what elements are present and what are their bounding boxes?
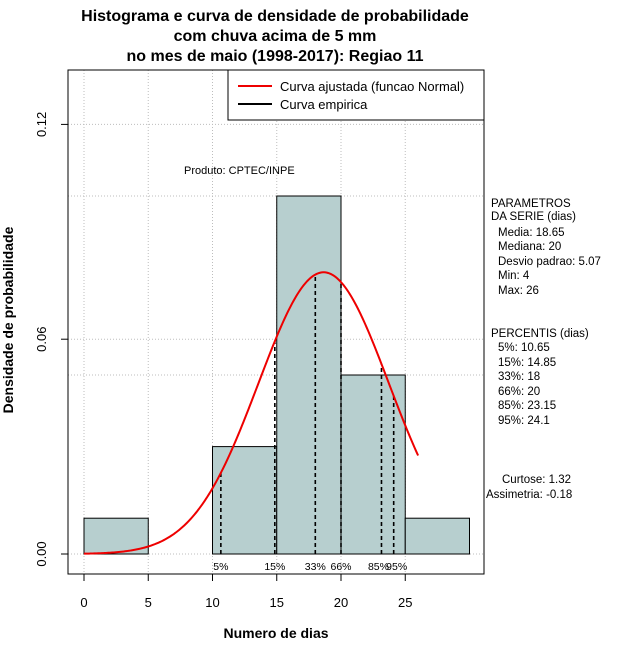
x-tick-label: 20 xyxy=(334,595,348,610)
histogram-bar xyxy=(83,517,149,555)
product-annotation: Produto: CPTEC/INPE xyxy=(184,165,295,177)
parameter-std-dev: Desvio padrao: 5.07 xyxy=(498,256,601,268)
skewness-label: Assimetria: -0.18 xyxy=(486,489,572,501)
x-tick-label: 5 xyxy=(145,595,152,610)
axes-layer: 0 5 10 15 20 25 0.00 0.06 0.12 xyxy=(34,112,412,610)
bars-layer xyxy=(83,195,470,555)
percentile-line-label: 33% xyxy=(305,561,326,573)
title-line-2: com chuva acima de 5 mm xyxy=(174,28,377,45)
parameter-max: Max: 26 xyxy=(498,285,539,297)
x-tick-label: 15 xyxy=(270,595,284,610)
percentile-line-label: 66% xyxy=(330,561,351,573)
y-tick-label: 0.00 xyxy=(34,541,49,566)
percentile-lines-layer: 5% 15% 33% 66% 85%95% xyxy=(213,274,407,573)
percentile-line-label: 95% xyxy=(386,561,407,573)
legend-label-fitted-curve: Curva ajustada (funcao Normal) xyxy=(280,79,464,94)
y-tick-label: 0.12 xyxy=(34,112,49,137)
title-line-3: no mes de maio (1998-2017): Regiao 11 xyxy=(126,48,423,65)
percentile-line-label: 85% xyxy=(368,561,389,573)
parameters-panel: PARAMETROS DA SERIE (dias) Media: 18.65 … xyxy=(491,198,601,297)
histogram-bar xyxy=(212,446,278,555)
parameter-mean: Media: 18.65 xyxy=(498,227,565,239)
curve-layer xyxy=(83,271,420,555)
x-tick-label: 25 xyxy=(398,595,412,610)
parameters-header-line-2: DA SERIE (dias) xyxy=(491,211,576,223)
parameter-median: Mediana: 20 xyxy=(498,241,561,253)
x-axis-label: Numero de dias xyxy=(223,625,328,641)
histogram-bar xyxy=(404,517,470,555)
percentil-5: 5%: 10.65 xyxy=(498,342,550,354)
percentil-85: 85%: 23.15 xyxy=(498,400,556,412)
chart-title: Histograma e curva de densidade de proba… xyxy=(81,8,469,65)
percentil-95: 95%: 24.1 xyxy=(498,415,550,427)
y-tick-label: 0.06 xyxy=(34,327,49,352)
y-axis-label: Densidade de probabilidade xyxy=(0,226,16,413)
legend: Curva ajustada (funcao Normal) Curva emp… xyxy=(227,69,485,121)
x-tick-label: 10 xyxy=(205,595,219,610)
legend-label-empirical-curve: Curva empirica xyxy=(280,97,368,112)
title-line-1: Histograma e curva de densidade de proba… xyxy=(81,8,469,25)
percentis-panel: PERCENTIS (dias) 5%: 10.65 15%: 14.85 33… xyxy=(491,328,589,427)
histogram-bar xyxy=(340,374,406,555)
percentile-line-label: 5% xyxy=(213,561,228,573)
percentis-header: PERCENTIS (dias) xyxy=(491,328,589,340)
fitted-normal-curve xyxy=(83,271,420,555)
legend-box xyxy=(227,69,485,121)
parameters-header-line-1: PARAMETROS xyxy=(491,198,571,210)
percentil-33: 33%: 18 xyxy=(498,371,540,383)
percentil-66: 66%: 20 xyxy=(498,386,540,398)
percentil-15: 15%: 14.85 xyxy=(498,357,556,369)
kurtosis-label: Curtose: 1.32 xyxy=(502,474,571,486)
histogram-bar xyxy=(276,195,342,555)
parameter-min: Min: 4 xyxy=(498,270,530,282)
shape-panel: Curtose: 1.32 Assimetria: -0.18 xyxy=(486,474,572,501)
percentile-line-label: 15% xyxy=(264,561,285,573)
x-tick-label: 0 xyxy=(80,595,87,610)
